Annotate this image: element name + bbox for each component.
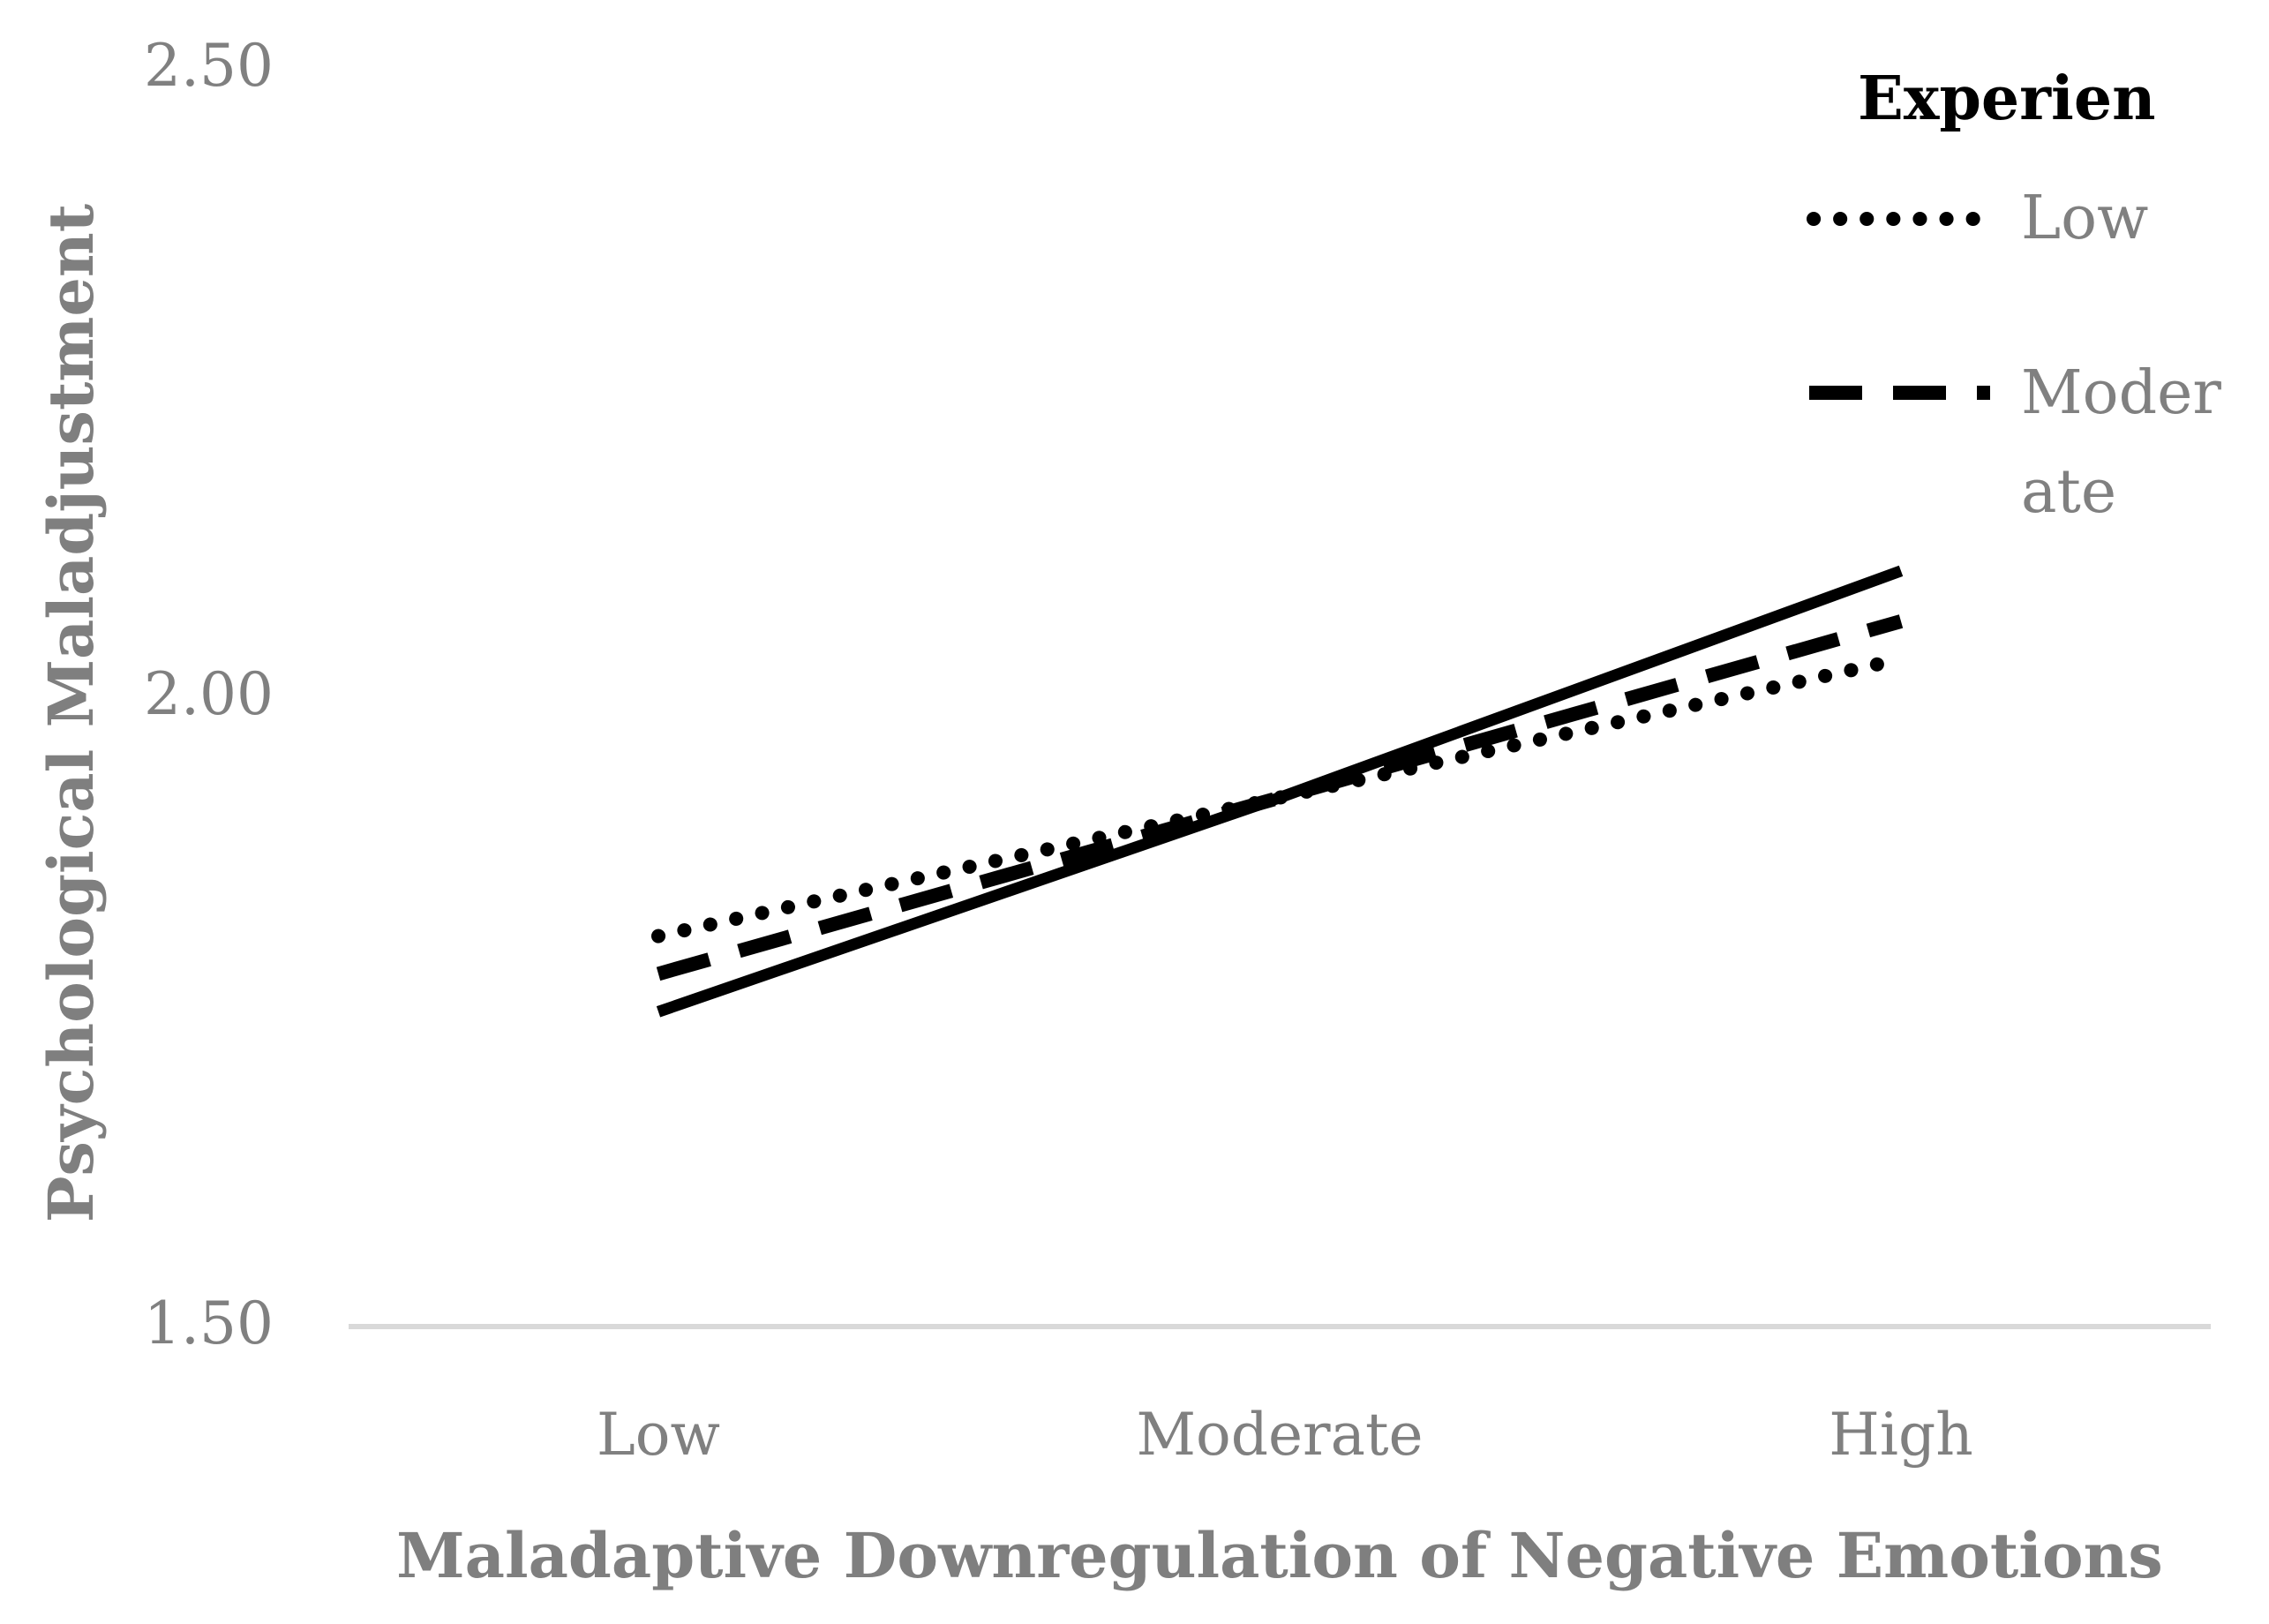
series-line-high xyxy=(656,565,1904,1018)
x-tick-label: High xyxy=(1829,1401,1972,1469)
legend-title: Experien xyxy=(1858,64,2156,134)
x-tick-label: Low xyxy=(597,1401,720,1469)
legend-label-moderate-cont: ate xyxy=(2021,457,2116,527)
legend-label-moderate: Moder xyxy=(2021,358,2221,428)
y-axis-title: Psychological Maladjustment xyxy=(34,204,108,1222)
series-line-moderate xyxy=(656,614,1904,981)
x-tick-label: Moderate xyxy=(1136,1401,1423,1469)
y-tick-label: 2.50 xyxy=(144,32,274,100)
y-tick-label: 2.00 xyxy=(144,660,274,728)
legend: Experien Low Moder ate xyxy=(1807,64,2221,527)
y-tick-label: 1.50 xyxy=(144,1289,274,1357)
x-axis-title: Maladaptive Downregulation of Negative E… xyxy=(396,1519,2163,1592)
legend-label-low: Low xyxy=(2021,184,2148,253)
